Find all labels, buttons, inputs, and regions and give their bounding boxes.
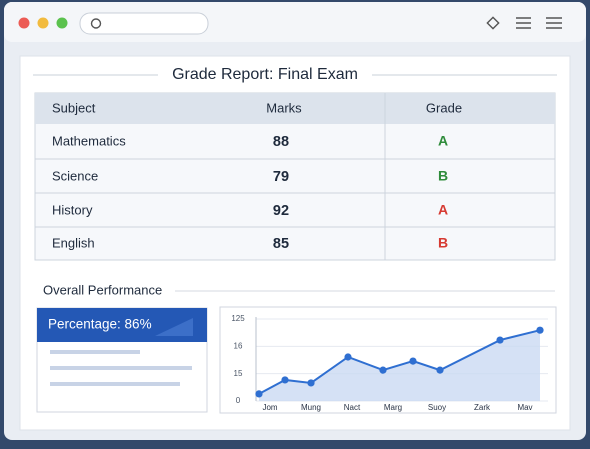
column-header: Subject — [52, 100, 96, 115]
subject-cell: History — [52, 202, 93, 217]
card-decoration — [155, 318, 193, 336]
close-button[interactable] — [18, 17, 30, 29]
marks-cell: 85 — [273, 236, 289, 252]
data-point — [536, 326, 544, 334]
marks-cell: 92 — [273, 203, 289, 219]
subject-cell: Science — [52, 168, 98, 183]
data-point — [496, 336, 504, 344]
minimize-button[interactable] — [37, 17, 49, 29]
report-title: Grade Report: Final Exam — [172, 66, 358, 83]
x-tick-label: Suoy — [428, 403, 446, 412]
subject-cell: Mathematics — [52, 133, 126, 148]
table-body: Mathematics 88 A Science 79 B History 92 A Englis… — [52, 133, 448, 252]
grade-cell: B — [438, 235, 448, 251]
x-tick-label: Marg — [384, 403, 402, 412]
menu-icons[interactable] — [516, 17, 562, 29]
data-point — [409, 357, 417, 365]
marks-cell: 88 — [273, 134, 289, 150]
y-tick-label: 125 — [231, 314, 245, 323]
y-tick-label: 0 — [236, 396, 241, 405]
data-point — [307, 379, 315, 387]
x-tick-label: Nact — [344, 403, 361, 412]
percentage-label: Percentage: 86% — [48, 317, 152, 332]
address-icon — [90, 18, 102, 29]
data-point — [255, 390, 263, 398]
maximize-button[interactable] — [56, 17, 68, 29]
chart: 0 15 16 125 Jom Mung Nact Marg Suoy Zark Mav — [231, 314, 548, 412]
grade-cell: B — [438, 168, 448, 184]
address-bar[interactable] — [79, 12, 209, 35]
table-lines — [35, 93, 555, 260]
data-point — [344, 353, 352, 361]
x-tick-label: Mav — [517, 403, 532, 412]
data-point — [281, 376, 289, 384]
column-header: Marks — [266, 100, 302, 115]
data-point — [379, 366, 387, 374]
x-tick-label: Mung — [301, 403, 321, 412]
y-tick-label: 15 — [234, 369, 243, 378]
grade-cell: A — [438, 133, 448, 149]
y-tick-label: 16 — [234, 341, 243, 350]
x-tick-label: Zark — [474, 403, 491, 412]
table-header — [35, 93, 555, 124]
grade-cell: A — [438, 202, 448, 218]
placeholder-lines — [50, 350, 192, 386]
x-tick-label: Jom — [262, 403, 277, 412]
column-header: Grade — [426, 100, 462, 115]
section-title: Overall Performance — [43, 282, 162, 297]
marks-cell: 79 — [273, 169, 289, 185]
data-point — [436, 366, 444, 374]
bookmark-icon[interactable] — [486, 16, 500, 30]
subject-cell: English — [52, 235, 95, 250]
